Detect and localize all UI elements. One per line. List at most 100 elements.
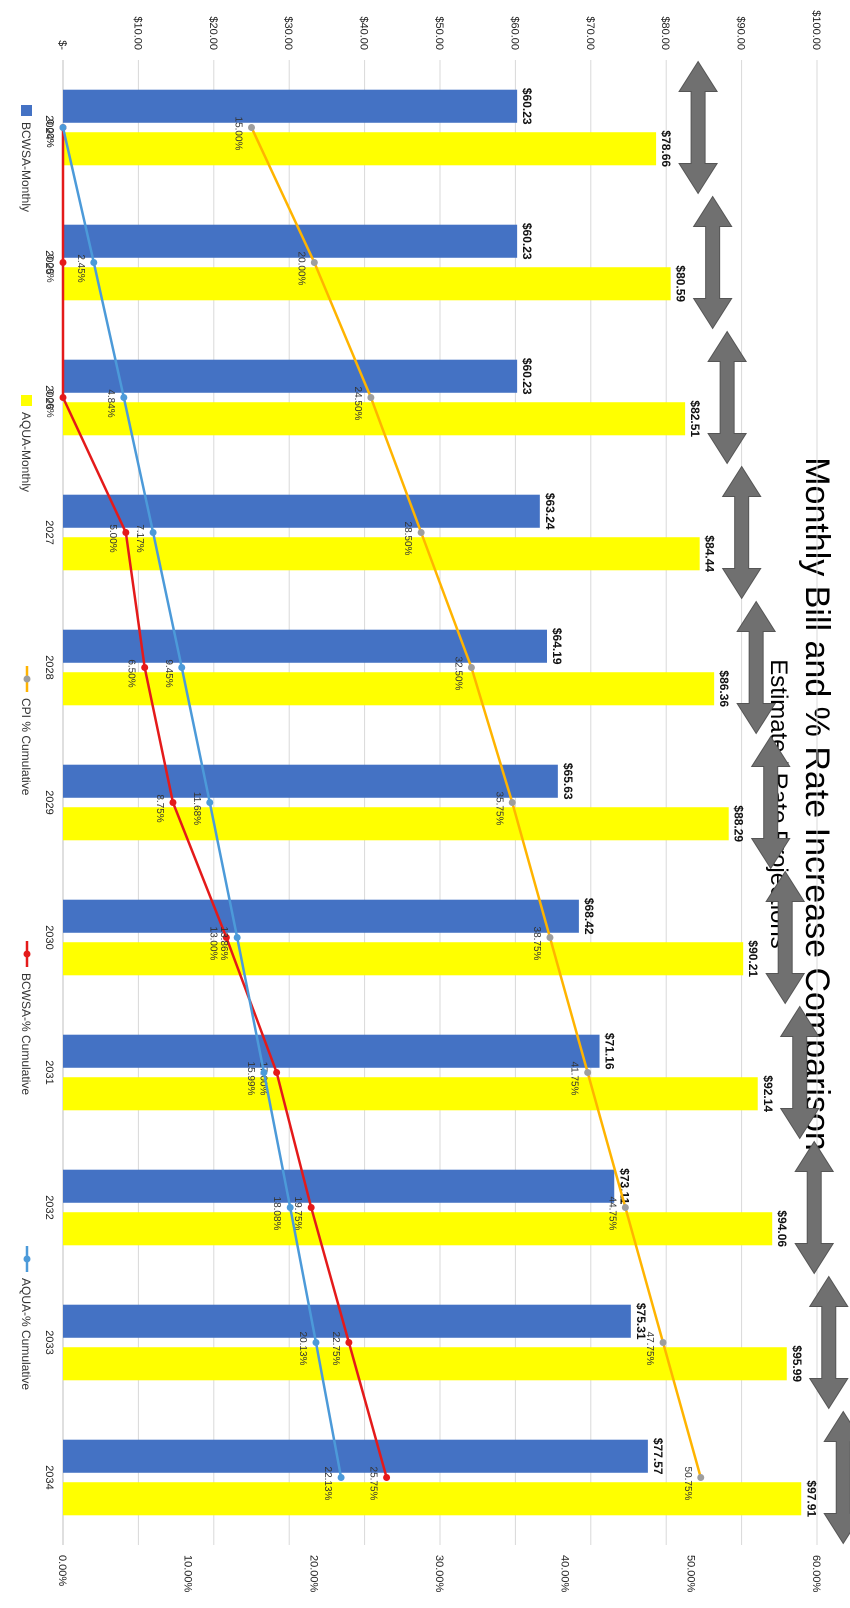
double-arrow-icon bbox=[721, 465, 762, 600]
double-arrow-icon bbox=[779, 1005, 820, 1140]
bar-value-label: $75.31 bbox=[634, 1303, 648, 1340]
bar-aqua-monthly bbox=[62, 807, 729, 841]
double-arrow-icon bbox=[692, 195, 733, 330]
point-label: 24.50% bbox=[352, 387, 363, 421]
y2-tick-label: 0.00% bbox=[56, 1555, 68, 1586]
y-tick-label: $100.00 bbox=[810, 10, 822, 50]
category-label: 2033 bbox=[43, 1330, 55, 1354]
double-arrow-icon bbox=[678, 60, 719, 195]
point-aqua-cumulative bbox=[149, 529, 157, 536]
legend-swatch bbox=[21, 395, 32, 406]
category-label: 2024 bbox=[43, 115, 55, 139]
point-label: 28.50% bbox=[402, 522, 413, 556]
bar-value-label: $71.16 bbox=[603, 1033, 617, 1070]
category-label: 2034 bbox=[43, 1465, 55, 1489]
point-cpi-cumulative bbox=[467, 664, 475, 671]
category-label: 2026 bbox=[43, 385, 55, 409]
bar-bcwsa-monthly bbox=[63, 899, 579, 933]
point-label: 15.99% bbox=[245, 1062, 256, 1096]
double-arrow-icon bbox=[808, 1275, 849, 1410]
point-cpi-cumulative bbox=[508, 799, 516, 806]
bar-value-label: $60.23 bbox=[520, 223, 534, 260]
point-cpi-cumulative bbox=[546, 934, 554, 941]
point-aqua-cumulative bbox=[90, 259, 98, 266]
point-bcwsa-cumulative bbox=[59, 394, 67, 401]
point-label: 25.75% bbox=[368, 1467, 379, 1501]
bar-aqua-monthly bbox=[63, 1212, 773, 1246]
point-label: 50.75% bbox=[682, 1467, 693, 1501]
point-bcwsa-cumulative bbox=[273, 1069, 281, 1076]
y-tick-label: $60.00 bbox=[508, 16, 520, 50]
point-bcwsa-cumulative bbox=[122, 529, 130, 536]
category-label: 2027 bbox=[43, 520, 55, 544]
category-label: 2032 bbox=[43, 1195, 55, 1219]
bar-aqua-monthly bbox=[63, 132, 657, 166]
point-aqua-cumulative bbox=[312, 1339, 320, 1346]
point-label: 0.00% bbox=[44, 389, 55, 417]
bar-aqua-monthly bbox=[63, 1482, 802, 1516]
point-label: 38.75% bbox=[531, 927, 542, 961]
legend-swatch bbox=[21, 105, 32, 116]
bar-value-label: $92.14 bbox=[761, 1075, 775, 1112]
y2-tick-label: 60.00% bbox=[810, 1555, 822, 1593]
bar-bcwsa-monthly bbox=[63, 1439, 648, 1473]
point-cpi-cumulative bbox=[367, 394, 375, 401]
bar-value-label: $84.44 bbox=[703, 535, 717, 572]
point-bcwsa-cumulative bbox=[141, 664, 149, 671]
point-cpi-cumulative bbox=[310, 259, 318, 266]
point-label: 22.13% bbox=[322, 1467, 333, 1501]
y-tick-label: $80.00 bbox=[659, 16, 671, 50]
category-label: 2030 bbox=[43, 925, 55, 949]
point-label: 0.00% bbox=[44, 254, 55, 282]
legend-marker bbox=[23, 1255, 31, 1263]
point-aqua-cumulative bbox=[337, 1474, 345, 1481]
point-label: 22.75% bbox=[330, 1332, 341, 1366]
bar-aqua-monthly bbox=[62, 672, 715, 706]
point-aqua-cumulative bbox=[178, 664, 186, 671]
y2-tick-label: 10.00% bbox=[182, 1555, 194, 1593]
point-label: 41.75% bbox=[569, 1062, 580, 1096]
point-bcwsa-cumulative bbox=[59, 259, 67, 266]
point-label: 9.45% bbox=[163, 659, 174, 687]
y2-tick-label: 30.00% bbox=[433, 1555, 445, 1593]
point-label: 4.84% bbox=[105, 389, 116, 417]
point-label: 5.00% bbox=[107, 524, 118, 552]
bar-bcwsa-monthly bbox=[63, 1034, 600, 1068]
legend-label: AQUA-% Cumulative bbox=[19, 1278, 33, 1390]
point-aqua-cumulative bbox=[59, 124, 67, 131]
bar-value-label: $77.57 bbox=[651, 1438, 665, 1475]
point-label: 18.08% bbox=[271, 1197, 282, 1231]
line-cpi-cumulative bbox=[250, 126, 702, 1478]
bar-value-label: $65.63 bbox=[561, 763, 575, 800]
y-tick-label: $10.00 bbox=[131, 16, 143, 50]
legend-marker bbox=[23, 675, 31, 683]
bar-value-label: $80.59 bbox=[674, 265, 688, 302]
point-aqua-cumulative bbox=[286, 1204, 294, 1211]
point-label: 17.00% bbox=[258, 1062, 269, 1096]
bar-value-label: $78.66 bbox=[659, 130, 673, 167]
legend-label: AQUA-Monthly bbox=[19, 412, 33, 492]
bar-value-label: $86.36 bbox=[717, 670, 731, 707]
bar-aqua-monthly bbox=[62, 942, 744, 976]
point-label: 6.50% bbox=[126, 659, 137, 687]
double-arrow-icon bbox=[736, 600, 777, 735]
bar-bcwsa-monthly bbox=[63, 764, 558, 798]
bar-bcwsa-monthly bbox=[63, 89, 518, 123]
y-tick-label: $20.00 bbox=[207, 16, 219, 50]
point-bcwsa-cumulative bbox=[307, 1204, 315, 1211]
point-aqua-cumulative bbox=[120, 394, 128, 401]
point-aqua-cumulative bbox=[233, 934, 241, 941]
y-tick-label: $90.00 bbox=[735, 16, 747, 50]
legend-label: BCWSA-Monthly bbox=[19, 122, 33, 212]
bar-value-label: $97.91 bbox=[804, 1480, 818, 1517]
line-bcwsa-cumulative bbox=[61, 127, 388, 1478]
legend-label: BCWSA-% Cumulative bbox=[19, 973, 33, 1095]
y2-tick-label: 50.00% bbox=[684, 1555, 696, 1593]
point-label: 32.50% bbox=[452, 657, 463, 691]
point-aqua-cumulative bbox=[260, 1069, 268, 1076]
point-label: 11.68% bbox=[191, 792, 202, 825]
point-label: 0.00% bbox=[44, 119, 55, 147]
double-arrow-icon bbox=[823, 1410, 850, 1545]
